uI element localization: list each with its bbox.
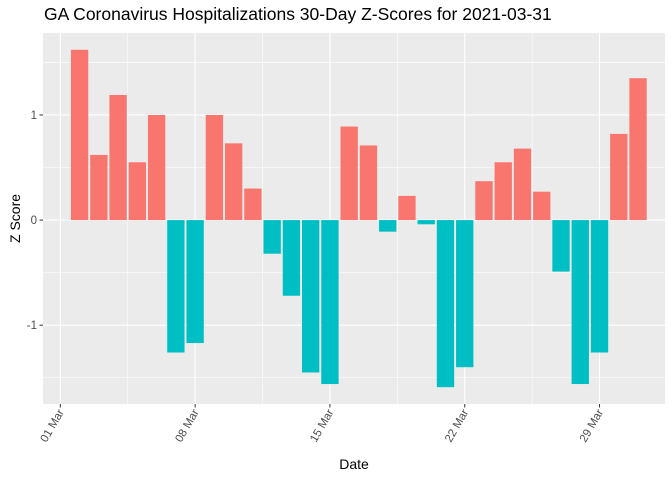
y-axis-title: Z Score [7,194,23,243]
bar-29-mar [590,220,609,353]
y-tick-label: 1 [31,110,37,122]
x-tick-label: 29 Mar [578,407,606,444]
bar-04-mar [109,95,127,221]
bar-10-mar [224,143,243,221]
y-tick-label: 0 [31,215,37,227]
bar-09-mar [205,114,224,221]
y-tick-label: -1 [27,320,37,332]
bar-05-mar [128,162,147,221]
bars [70,49,647,388]
bar-31-mar [629,78,647,221]
y-axis: -1 0 1 [27,110,43,332]
x-tick-label: 08 Mar [173,407,201,444]
bar-14-mar [302,220,320,373]
bar-24-mar [494,162,512,221]
bar-13-mar [282,220,301,296]
bar-22-mar [456,220,474,368]
bar-07-mar [167,220,185,353]
bar-18-mar [379,220,397,232]
bar-28-mar [571,220,589,385]
bar-25-mar [513,148,532,221]
bar-03-mar [90,154,108,221]
x-axis: 01 Mar 08 Mar 15 Mar 22 Mar 29 Mar [39,404,606,445]
bar-23-mar [475,181,493,221]
bar-08-mar [186,220,204,344]
x-tick-label: 22 Mar [443,407,471,444]
bar-19-mar [398,195,416,221]
x-axis-title: Date [339,456,369,472]
bar-27-mar [552,220,570,272]
bar-21-mar [436,220,455,388]
bar-20-mar [417,220,435,225]
bar-06-mar [147,114,166,221]
bar-02-mar [70,49,89,221]
x-tick-label: 15 Mar [308,407,336,444]
chart-title: GA Coronavirus Hospitalizations 30-Day Z… [44,4,552,24]
bar-26-mar [533,191,551,221]
bar-16-mar [340,126,358,221]
bar-12-mar [263,220,281,254]
bar-30-mar [610,133,628,221]
bar-17-mar [359,145,378,221]
x-tick-label: 01 Mar [39,407,67,444]
bar-15-mar [321,220,339,385]
bar-11-mar [244,188,262,221]
